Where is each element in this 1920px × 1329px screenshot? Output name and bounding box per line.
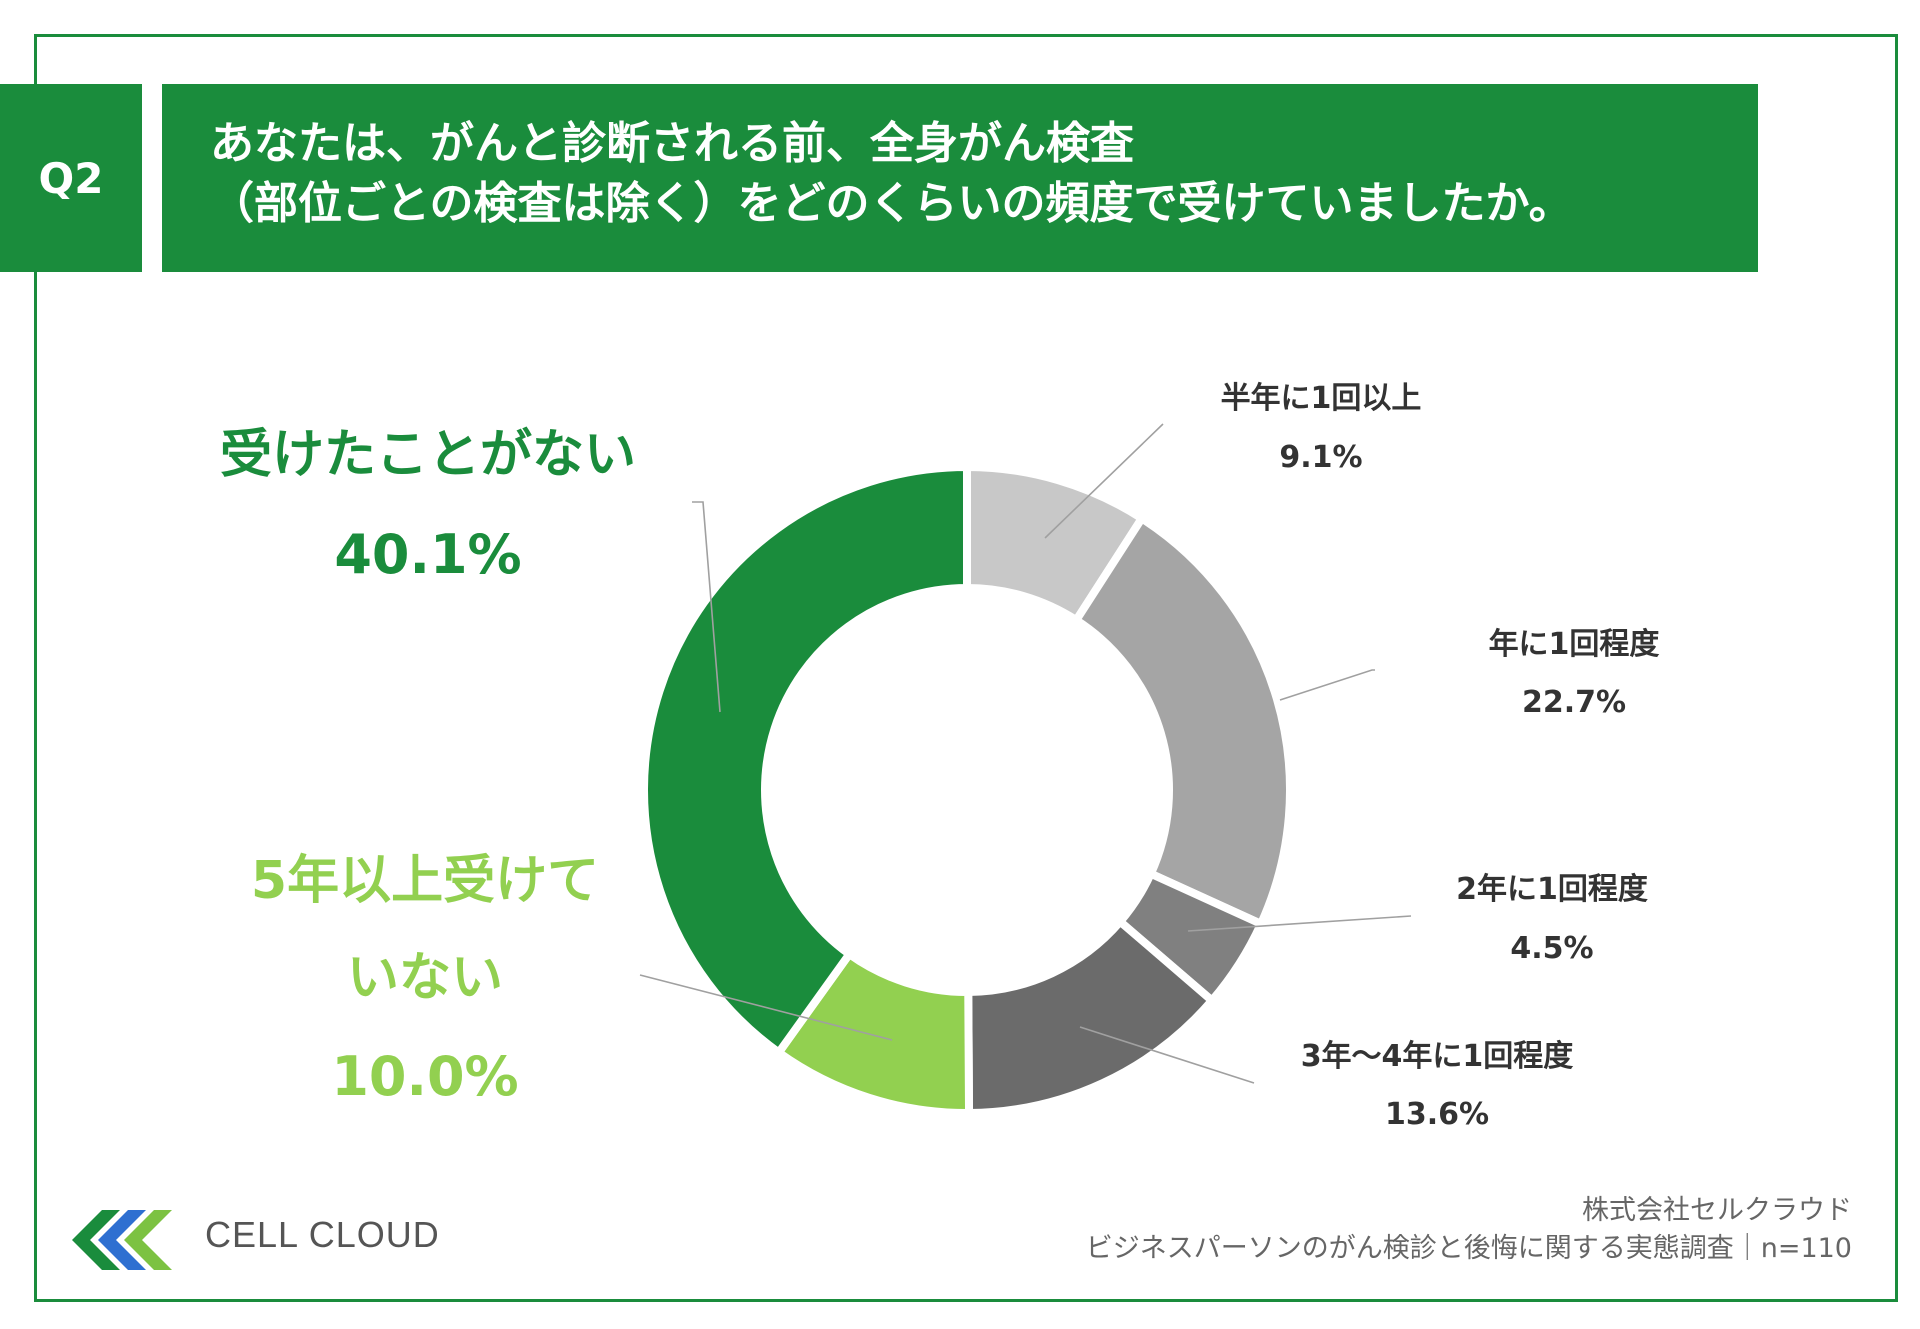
- source-note: 株式会社セルクラウド ビジネスパーソンのがん検診と後悔に関する実態調査｜n=11…: [1086, 1192, 1852, 1268]
- question-title: あなたは、がんと診断される前、全身がん検査 （部位ごとの検査は除く）をどのくらい…: [162, 84, 1758, 272]
- label-yearly: 年に1回程度: [1489, 627, 1660, 662]
- slice-never: [640, 462, 971, 1059]
- question-title-line-2: （部位ごとの検査は除く）をどのくらいの頻度で受けていましたか。: [210, 178, 1573, 229]
- slide-frame: [34, 34, 1898, 1302]
- label-three-four-years: 3年〜4年に1回程度: [1301, 1039, 1574, 1074]
- label-five-years-line-2: いない: [347, 948, 503, 1008]
- value-two-years: 4.5%: [1510, 931, 1593, 966]
- leader-line-never: [692, 501, 721, 713]
- survey-name: ビジネスパーソンのがん検診と後悔に関する実態調査｜n=110: [1085, 1233, 1852, 1264]
- cell-cloud-logo-icon: [72, 1210, 172, 1270]
- brand-name: CELL CLOUD: [205, 1214, 440, 1255]
- label-half-year: 半年に1回以上: [1221, 381, 1422, 416]
- value-half-year: 9.1%: [1279, 440, 1362, 475]
- leader-line-half-year: [1044, 423, 1164, 539]
- label-never: 受けたことがない: [220, 425, 636, 485]
- label-two-years: 2年に1回程度: [1456, 872, 1648, 907]
- donut-slices: [640, 462, 1294, 1118]
- value-never: 40.1%: [334, 523, 521, 586]
- leader-line-two-years: [1187, 915, 1412, 932]
- company-name: 株式会社セルクラウド: [1582, 1195, 1852, 1226]
- label-five-years-line-1: 5年以上受けて: [251, 851, 599, 911]
- value-three-four-years: 13.6%: [1385, 1097, 1489, 1132]
- leader-lines: [639, 423, 1412, 1084]
- leader-line-yearly: [1279, 669, 1375, 701]
- leader-line-three-four-years: [1079, 1026, 1255, 1084]
- question-title-line-1: あなたは、がんと診断される前、全身がん検査: [210, 118, 1134, 169]
- question-number-badge: Q2: [0, 84, 142, 272]
- value-five-years: 10.0%: [331, 1045, 518, 1108]
- question-number: Q2: [38, 153, 104, 203]
- value-yearly: 22.7%: [1522, 685, 1626, 720]
- leader-line-five-years: [639, 974, 893, 1041]
- slice-yearly: [1070, 512, 1294, 930]
